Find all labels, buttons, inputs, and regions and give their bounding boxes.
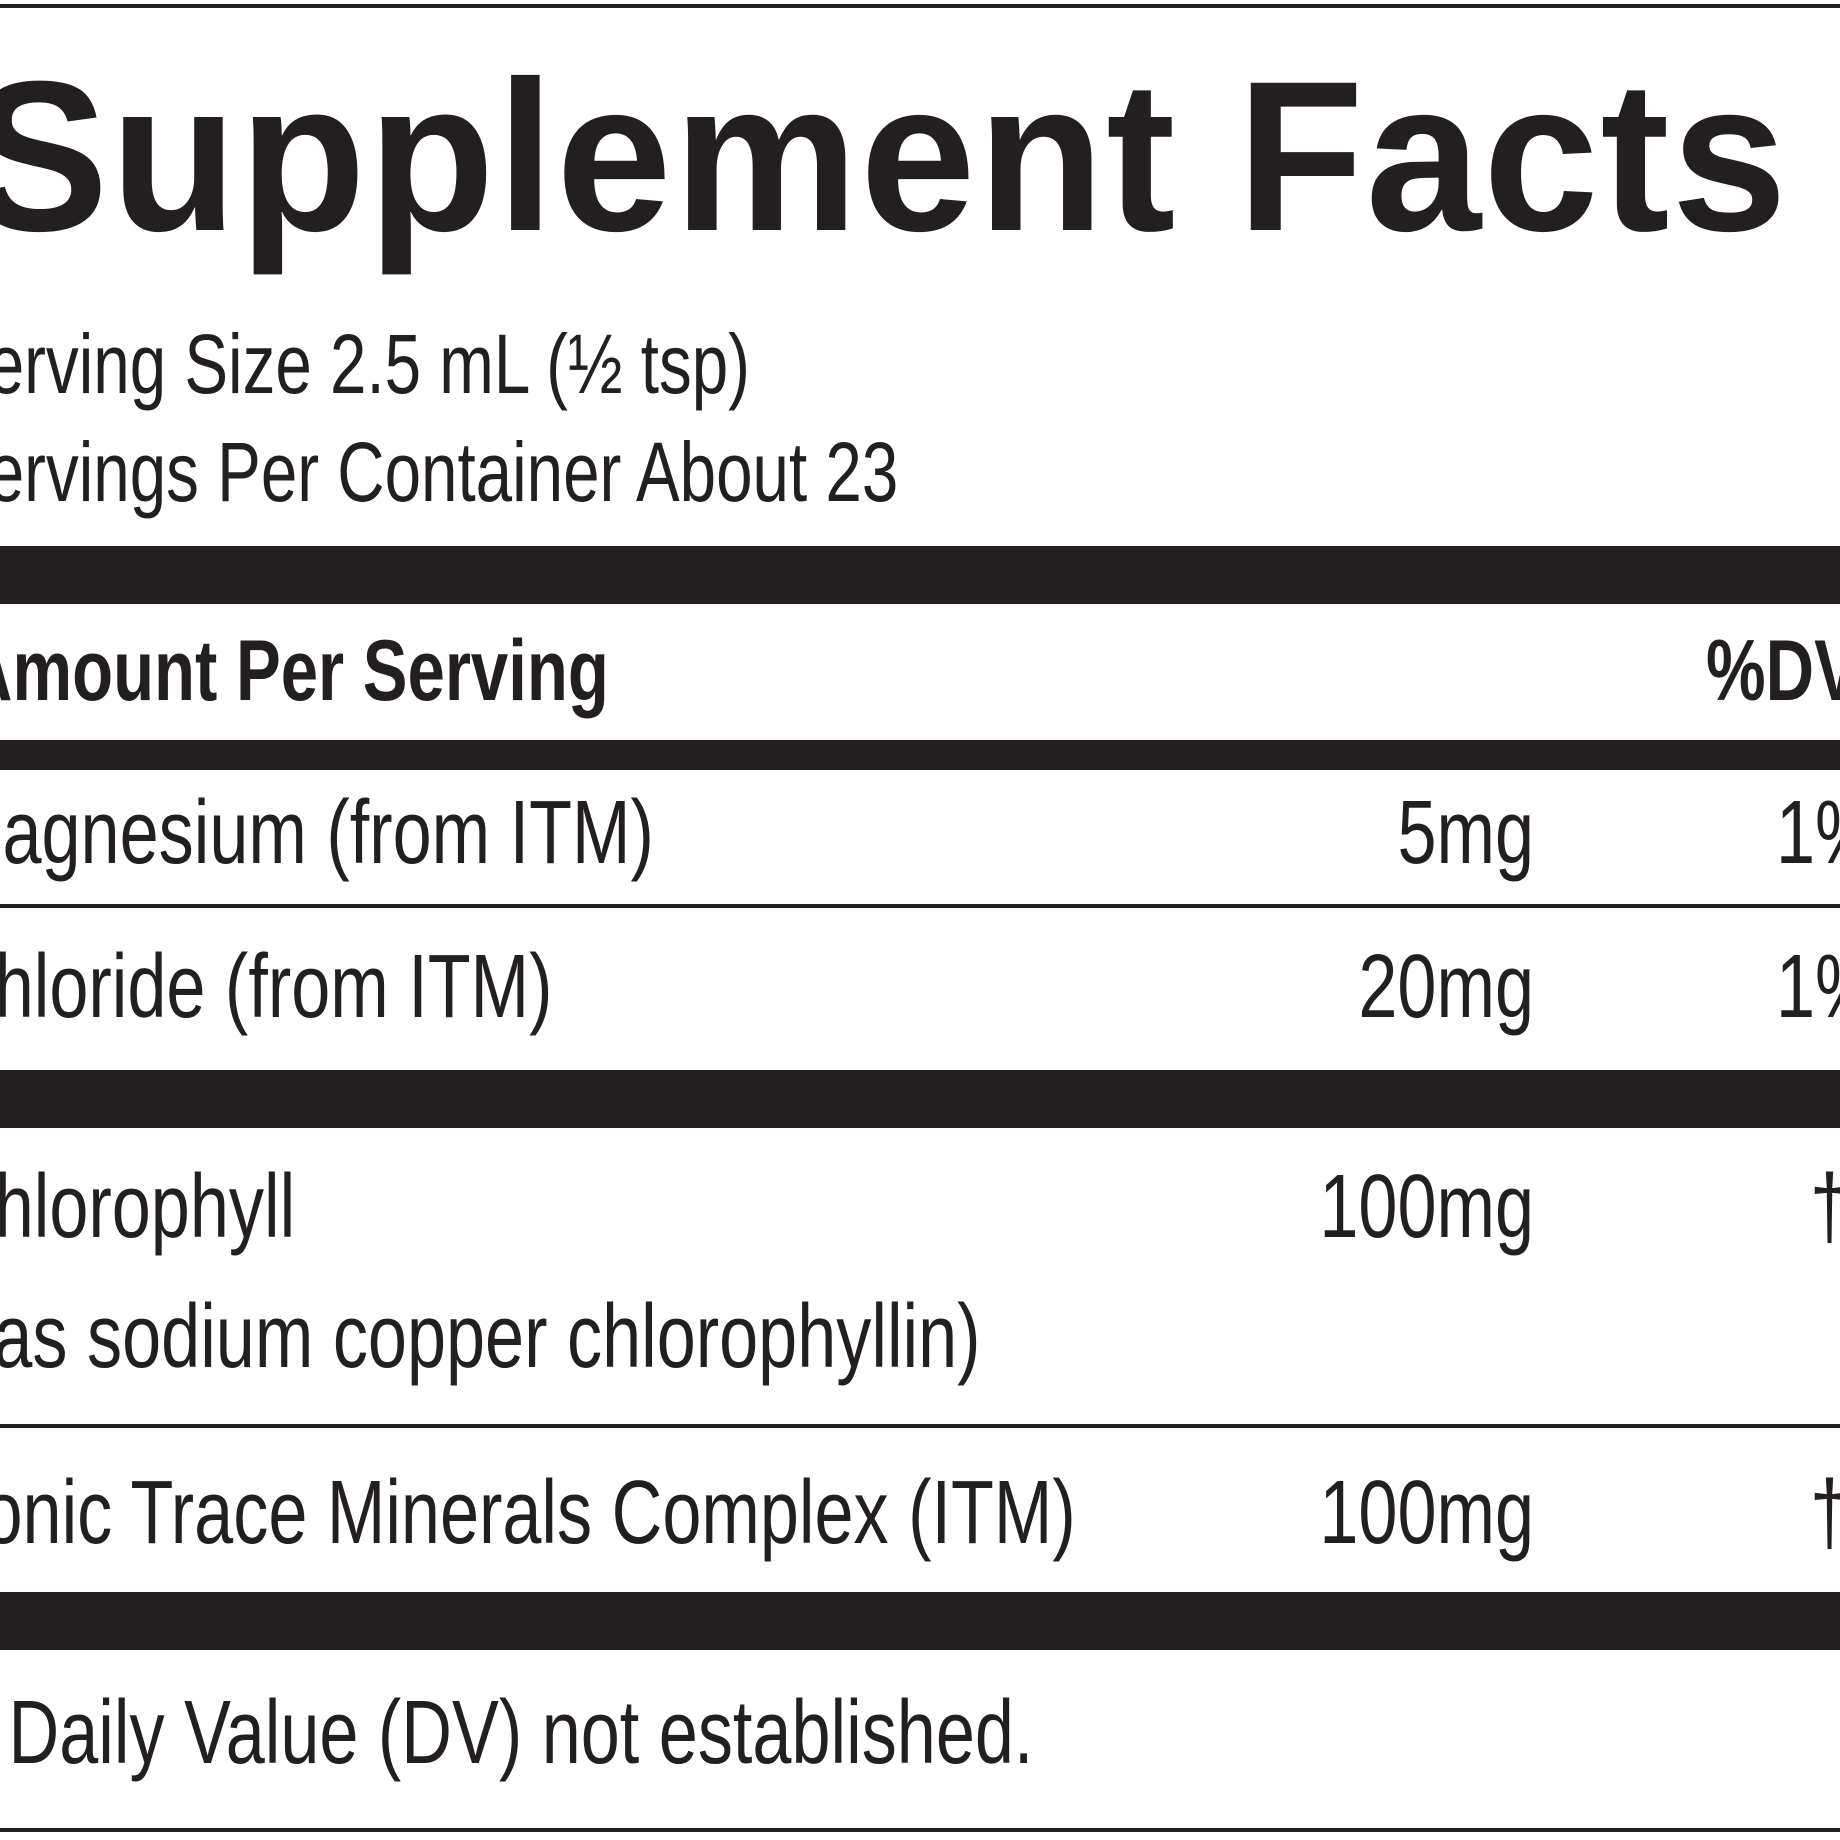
ingredient-amount-chlorophyll: 100mg — [1319, 1157, 1534, 1257]
ingredient-detail-chlorophyll: (as sodium copper chlorophyllin) — [0, 1287, 981, 1387]
nutrient-amount-chloride: 20mg — [1358, 937, 1534, 1037]
ingredient-name-itm: Ionic Trace Minerals Complex (ITM) — [0, 1463, 1076, 1563]
thick-divider-2 — [0, 1070, 1840, 1128]
header-divider — [0, 740, 1840, 770]
ingredient-dv-chlorophyll: † — [1810, 1162, 1840, 1252]
servings-per-container: Servings Per Container About 23 — [0, 425, 899, 519]
ingredient-name-chlorophyll: Chlorophyll — [0, 1157, 296, 1257]
bottom-rule — [0, 1828, 1840, 1832]
ingredient-amount-itm: 100mg — [1319, 1463, 1534, 1563]
nutrient-name-magnesium: Magnesium (from ITM) — [0, 783, 654, 883]
serving-size: Serving Size 2.5 mL (½ tsp) — [0, 317, 750, 411]
row-divider-1 — [0, 904, 1840, 908]
footnote-dv-not-established: † Daily Value (DV) not established. — [0, 1683, 1034, 1783]
nutrient-dv-magnesium: 1% — [1776, 783, 1840, 883]
top-rule — [0, 4, 1840, 8]
thick-divider-1 — [0, 546, 1840, 604]
amount-per-serving-label: Amount Per Serving — [0, 623, 609, 719]
thick-divider-3 — [0, 1592, 1840, 1650]
dv-header-label: %DV — [1706, 623, 1840, 719]
nutrient-name-chloride: Chloride (from ITM) — [0, 937, 553, 1037]
nutrient-amount-magnesium: 5mg — [1397, 783, 1534, 883]
row-divider-2 — [0, 1424, 1840, 1428]
nutrient-dv-chloride: 1% — [1776, 937, 1840, 1037]
label-title: Supplement Facts — [0, 37, 1789, 276]
ingredient-dv-itm: † — [1810, 1468, 1840, 1558]
